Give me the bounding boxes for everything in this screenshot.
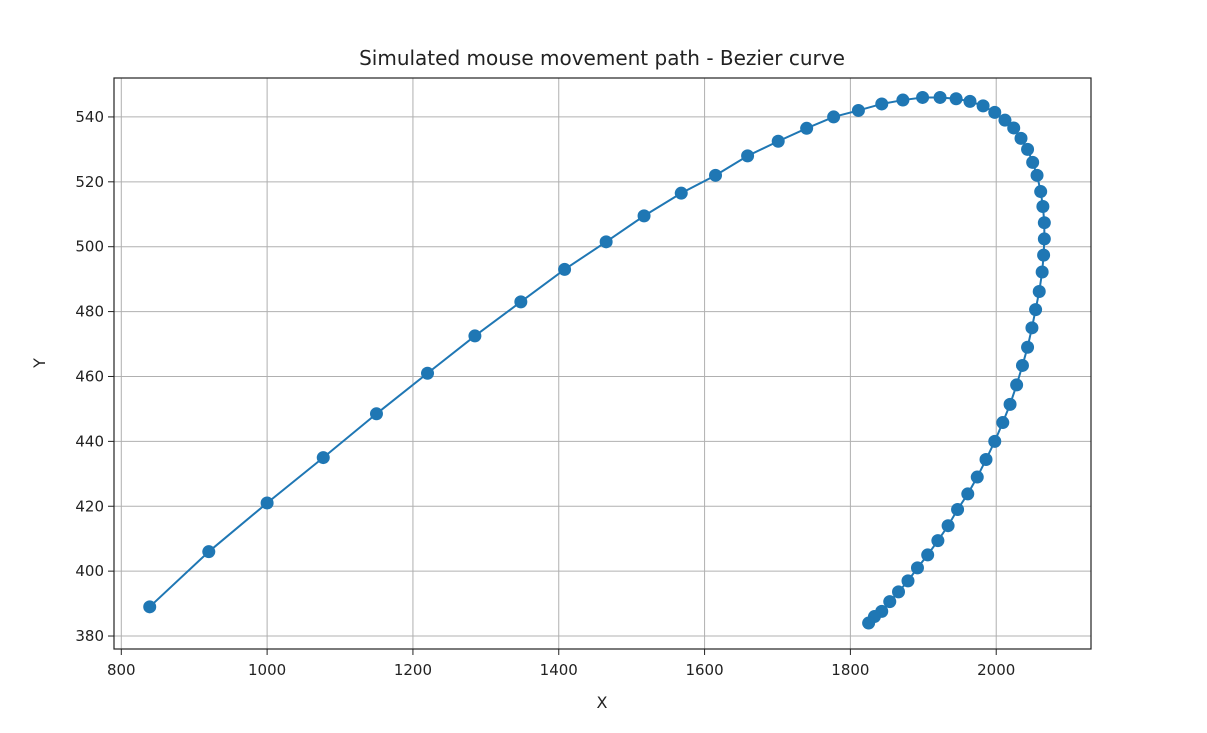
data-point [875, 97, 889, 111]
data-point [1035, 265, 1049, 279]
data-point [921, 548, 935, 562]
data-point [1007, 121, 1021, 135]
data-point [709, 168, 723, 182]
y-tick-label: 540 [75, 108, 104, 126]
data-point [260, 496, 274, 510]
y-tick-label: 380 [75, 627, 104, 645]
x-tick-label: 1000 [248, 661, 286, 679]
grid [114, 78, 1091, 649]
plot-frame [113, 77, 1092, 650]
data-point [933, 90, 947, 104]
data-point [996, 416, 1010, 430]
data-point [1030, 168, 1044, 182]
y-tick-label: 480 [75, 303, 104, 321]
data-point [970, 470, 984, 484]
data-point [910, 561, 924, 575]
data-point [637, 209, 651, 223]
data-point [1037, 232, 1051, 246]
data-point [674, 186, 688, 200]
data-point [988, 434, 1002, 448]
data-point [941, 519, 955, 533]
series-path [143, 90, 1051, 630]
data-point [963, 94, 977, 108]
data-point [951, 502, 965, 516]
data-point [369, 407, 383, 421]
data-point [892, 585, 906, 599]
data-point [741, 149, 755, 163]
data-point [514, 295, 528, 309]
y-tick-label: 420 [75, 497, 104, 515]
data-point [1037, 248, 1051, 262]
data-point [988, 105, 1002, 119]
data-point [979, 453, 993, 467]
y-tick-label: 460 [75, 367, 104, 385]
x-axis-label: X [597, 693, 608, 712]
data-point [883, 595, 897, 609]
x-tick-label: 800 [107, 661, 136, 679]
chart-title: Simulated mouse movement path - Bezier c… [359, 46, 845, 70]
data-point [1029, 303, 1043, 317]
data-point [1021, 142, 1035, 156]
data-point [827, 110, 841, 124]
data-point [316, 451, 330, 465]
data-point [800, 121, 814, 135]
data-point [916, 90, 930, 104]
data-point [976, 99, 990, 113]
data-point [1034, 185, 1048, 199]
x-tick-label: 1800 [831, 661, 869, 679]
series-line [149, 96, 1046, 624]
axis-ticks: 800 1000 1200 1400 1600 1800 2000 380 400 420 440 4… [75, 108, 1015, 679]
x-tick-label: 1400 [540, 661, 578, 679]
data-point [901, 574, 915, 588]
data-point [961, 487, 975, 501]
data-point [202, 545, 216, 559]
data-point [1037, 216, 1051, 230]
data-point [1015, 358, 1029, 372]
data-point [1036, 199, 1050, 213]
x-tick-label: 2000 [977, 661, 1015, 679]
data-point [998, 113, 1012, 127]
data-point [1021, 340, 1035, 354]
x-tick-label: 1600 [685, 661, 723, 679]
data-point [468, 329, 482, 343]
data-point [558, 262, 572, 276]
data-point [1025, 321, 1039, 335]
y-tick-label: 440 [75, 432, 104, 450]
x-tick-label: 1200 [394, 661, 432, 679]
data-point [851, 103, 865, 117]
data-point [421, 366, 435, 380]
data-point [1010, 378, 1024, 392]
y-tick-label: 500 [75, 238, 104, 256]
data-point [599, 235, 613, 249]
y-tick-label: 400 [75, 562, 104, 580]
data-point [1032, 284, 1046, 298]
data-point [1026, 155, 1040, 169]
data-point [771, 134, 785, 148]
data-point [143, 600, 157, 614]
data-point [1003, 397, 1017, 411]
data-point [1014, 131, 1028, 145]
data-point [896, 93, 910, 107]
data-point [931, 534, 945, 548]
y-tick-label: 520 [75, 173, 104, 191]
data-point [862, 616, 876, 630]
data-point [949, 92, 963, 106]
y-axis-label: Y [30, 358, 49, 369]
